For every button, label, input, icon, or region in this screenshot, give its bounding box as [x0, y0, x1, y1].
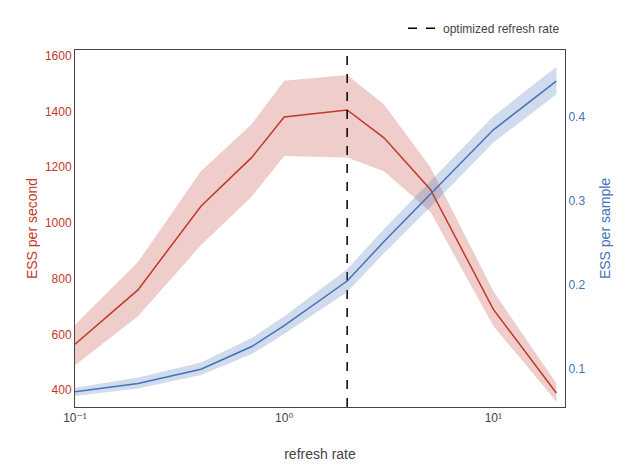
- svg-text:10⁰: 10⁰: [275, 411, 293, 425]
- svg-text:0.4: 0.4: [568, 110, 585, 124]
- svg-text:0.2: 0.2: [568, 278, 585, 292]
- svg-text:0.1: 0.1: [568, 362, 585, 376]
- svg-text:1600: 1600: [45, 49, 72, 63]
- svg-text:0.3: 0.3: [568, 194, 585, 208]
- svg-text:1000: 1000: [45, 216, 72, 230]
- svg-text:ESS per sample: ESS per sample: [597, 178, 613, 279]
- svg-text:ESS per second: ESS per second: [24, 178, 40, 279]
- svg-text:optimized refresh rate: optimized refresh rate: [443, 22, 559, 36]
- svg-text:400: 400: [52, 383, 72, 397]
- svg-text:10⁻¹: 10⁻¹: [63, 411, 87, 425]
- svg-text:600: 600: [52, 328, 72, 342]
- svg-text:10¹: 10¹: [485, 411, 502, 425]
- svg-text:1200: 1200: [45, 160, 72, 174]
- svg-text:refresh rate: refresh rate: [284, 446, 356, 462]
- svg-text:800: 800: [52, 272, 72, 286]
- svg-text:1400: 1400: [45, 105, 72, 119]
